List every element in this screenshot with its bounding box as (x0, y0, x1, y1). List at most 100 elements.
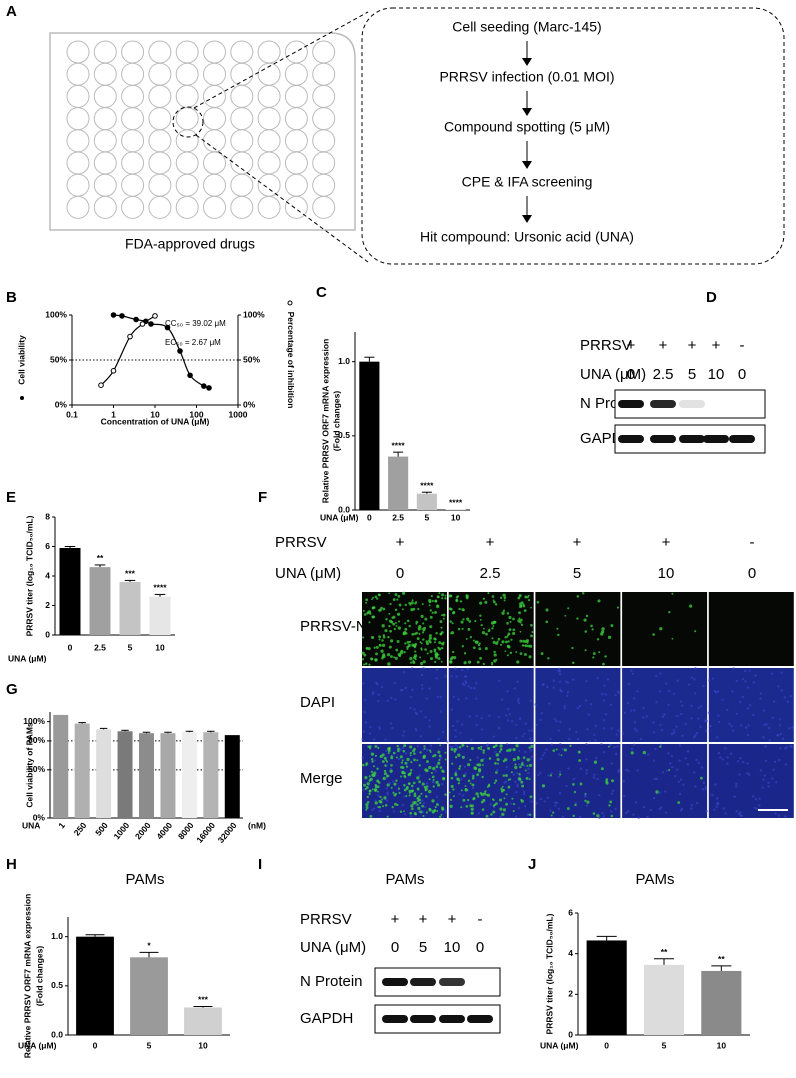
nucleus (524, 722, 527, 725)
band (679, 435, 705, 443)
signal (699, 776, 703, 780)
nucleus (779, 732, 782, 736)
well (121, 107, 145, 131)
signal (409, 657, 413, 661)
data-point (119, 313, 125, 319)
nucleus (553, 801, 557, 804)
signal (592, 656, 595, 659)
nucleus (759, 769, 762, 772)
row-label: UNA (μM) (275, 565, 341, 582)
nucleus (425, 782, 428, 785)
zoom-line (195, 134, 369, 263)
nucleus (404, 686, 407, 690)
signal (475, 792, 479, 796)
signal (508, 748, 512, 752)
signal (361, 763, 365, 767)
nucleus (465, 697, 468, 700)
nucleus (684, 757, 687, 760)
well (230, 40, 254, 64)
lane-label: 10 (708, 366, 725, 383)
well (66, 173, 90, 197)
nucleus (664, 790, 667, 793)
nucleus (516, 699, 520, 703)
signal (440, 660, 443, 663)
nucleus (759, 697, 762, 700)
nucleus (678, 759, 681, 762)
signal (437, 657, 441, 660)
nucleus (588, 739, 591, 743)
signal (458, 746, 462, 749)
nucleus (748, 669, 751, 672)
signal (481, 808, 485, 811)
signal (652, 633, 655, 636)
signal (437, 750, 441, 754)
nucleus (746, 771, 749, 775)
nucleus (385, 749, 388, 753)
signal (406, 640, 410, 644)
panel-letter: J (528, 856, 536, 873)
nucleus (598, 816, 601, 820)
nucleus (776, 733, 779, 737)
nucleus (627, 810, 630, 813)
signal (605, 778, 609, 781)
nucleus (476, 756, 479, 759)
nucleus (601, 692, 604, 696)
signal (396, 639, 400, 644)
signal (671, 592, 674, 595)
signal (434, 611, 437, 614)
signal (431, 799, 435, 803)
signal (434, 660, 437, 663)
nucleus (385, 787, 388, 790)
signal (452, 788, 455, 791)
nucleus (362, 730, 366, 733)
signal (399, 775, 403, 778)
signal (520, 763, 524, 766)
y-tick-label: 1.0 (51, 931, 63, 941)
nucleus (402, 670, 406, 674)
well (93, 129, 117, 153)
signal (412, 660, 416, 665)
signal (422, 660, 426, 664)
nucleus (386, 699, 389, 703)
nucleus (660, 728, 664, 732)
signal (452, 611, 456, 614)
lane-label: + (573, 534, 582, 551)
signal (419, 751, 422, 754)
nucleus (752, 713, 755, 717)
signal (378, 635, 381, 639)
signal (466, 763, 471, 767)
signal (396, 612, 401, 616)
nucleus (772, 768, 775, 771)
y-tick-label: 0.0 (338, 504, 350, 514)
well (93, 195, 117, 219)
nucleus (768, 726, 771, 730)
nucleus (671, 765, 674, 769)
nucleus (565, 694, 569, 698)
signal (444, 594, 447, 597)
signal (438, 592, 441, 595)
nucleus (435, 795, 439, 799)
micrograph (535, 668, 621, 742)
nucleus (633, 721, 637, 724)
nucleus (463, 765, 467, 769)
nucleus (391, 726, 394, 730)
well (121, 129, 145, 153)
nucleus (637, 816, 640, 820)
signal (466, 745, 469, 748)
data-point (164, 324, 171, 331)
nucleus (777, 685, 780, 688)
nucleus (371, 808, 374, 812)
nucleus (746, 707, 750, 710)
signal (472, 796, 476, 800)
y-axis-label: PRRSV titer (log₁₀ TCID₅₀/mL) (544, 913, 554, 1034)
signal (401, 759, 404, 762)
nucleus (587, 713, 591, 716)
signal (499, 643, 503, 646)
signal (505, 640, 508, 644)
well (203, 195, 226, 219)
nucleus (742, 760, 745, 764)
nucleus (510, 802, 513, 805)
y-tick-label: 100% (23, 716, 45, 726)
nucleus (523, 732, 526, 736)
panel-letter: B (6, 289, 17, 306)
